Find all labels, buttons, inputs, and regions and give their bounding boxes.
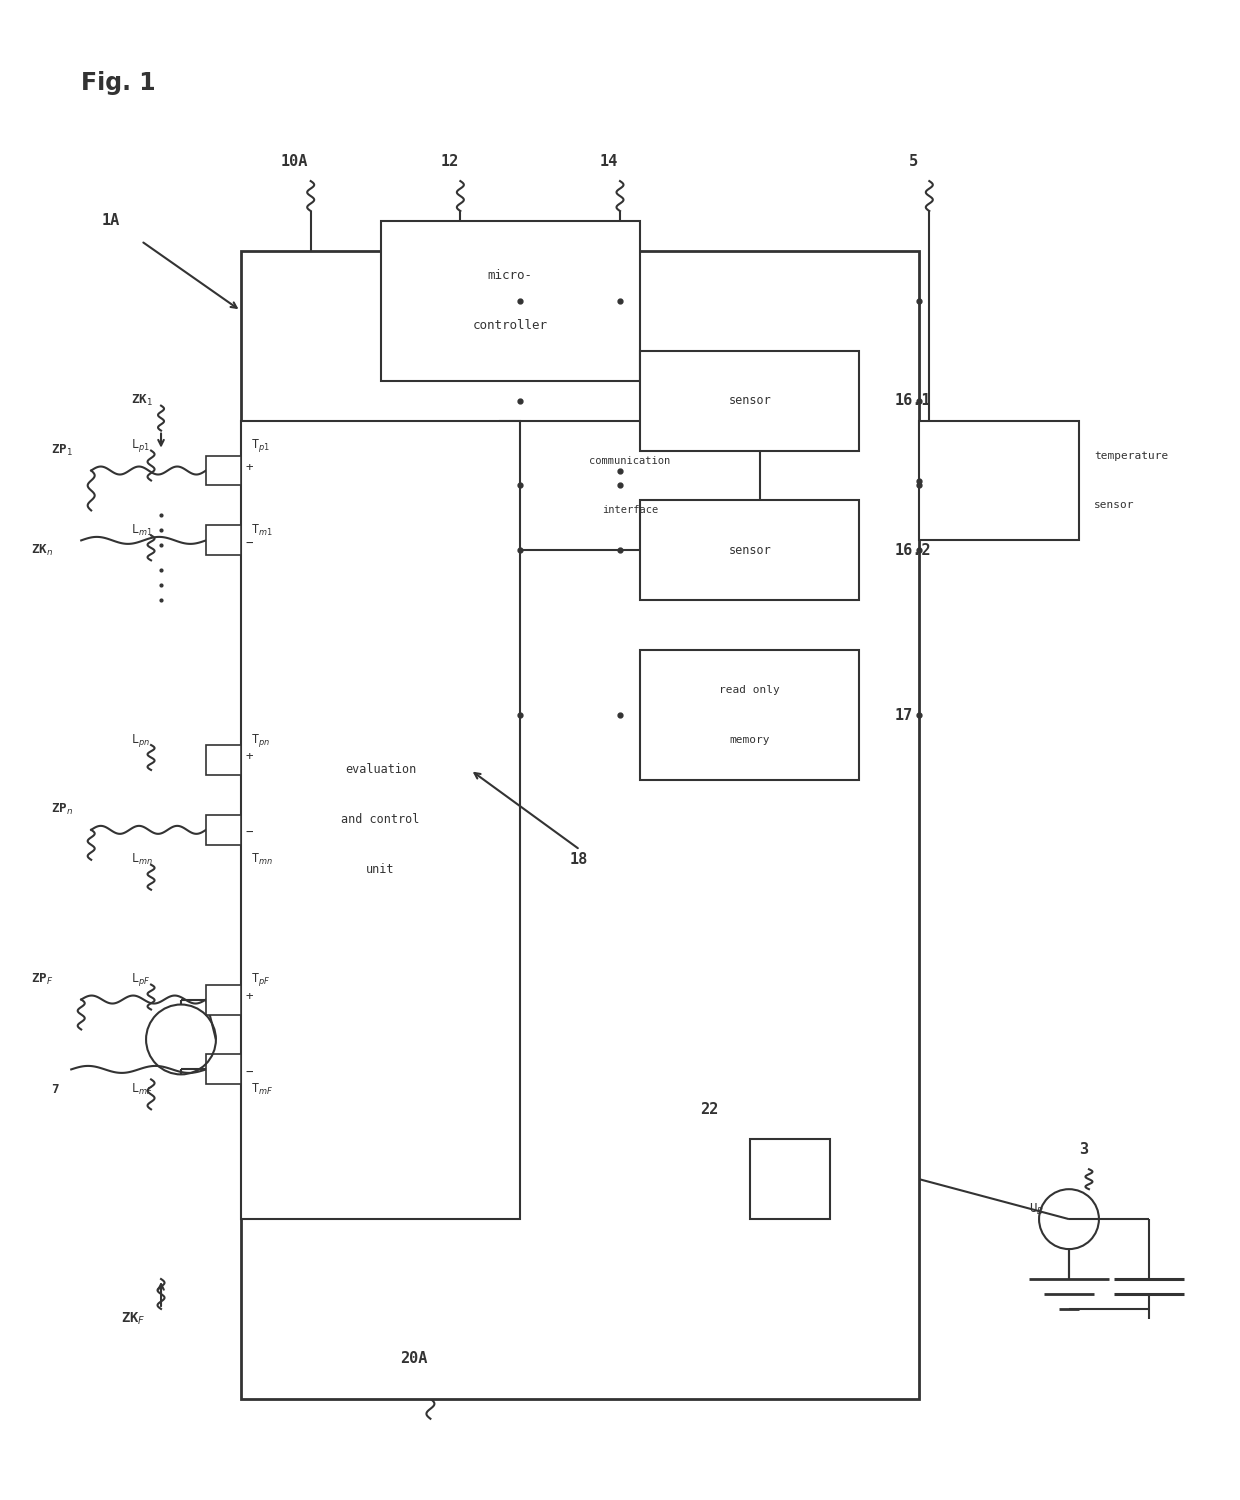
- Text: T$_{p1}$: T$_{p1}$: [250, 436, 270, 454]
- Text: 12: 12: [440, 153, 459, 168]
- Text: ZP$_n$: ZP$_n$: [51, 802, 73, 818]
- Text: L$_{pF}$: L$_{pF}$: [131, 970, 150, 988]
- Text: 17: 17: [894, 708, 913, 723]
- Text: 16.1: 16.1: [894, 393, 931, 408]
- Text: Fig. 1: Fig. 1: [81, 72, 156, 96]
- Text: L$_{pn}$: L$_{pn}$: [131, 732, 150, 748]
- Text: 20A: 20A: [401, 1352, 428, 1366]
- Text: −: −: [246, 537, 253, 550]
- Bar: [919, 420, 1079, 540]
- Text: 18: 18: [570, 852, 588, 867]
- Bar: [241, 251, 919, 1400]
- Bar: [640, 501, 859, 600]
- Bar: [206, 525, 241, 555]
- Bar: [206, 746, 241, 776]
- Text: ZK$_1$: ZK$_1$: [131, 393, 153, 408]
- Text: L$_{mn}$: L$_{mn}$: [131, 852, 153, 867]
- Text: temperature: temperature: [1094, 450, 1168, 460]
- Bar: [640, 650, 859, 780]
- Text: ZP$_F$: ZP$_F$: [31, 972, 53, 987]
- Text: memory: memory: [729, 735, 770, 746]
- Text: L$_{mF}$: L$_{mF}$: [131, 1082, 154, 1096]
- Text: −: −: [246, 1066, 253, 1078]
- Bar: [206, 815, 241, 844]
- Text: micro-: micro-: [487, 270, 533, 282]
- Bar: [381, 220, 640, 381]
- Text: ZP$_1$: ZP$_1$: [51, 442, 73, 458]
- Text: 10A: 10A: [280, 153, 308, 168]
- Text: −: −: [246, 827, 253, 840]
- Text: sensor: sensor: [1094, 501, 1135, 510]
- Text: interface: interface: [601, 506, 658, 516]
- Text: unit: unit: [366, 864, 394, 876]
- Text: controller: controller: [472, 320, 548, 333]
- Text: and control: and control: [341, 813, 419, 826]
- Text: 5: 5: [909, 153, 919, 168]
- Text: L$_{p1}$: L$_{p1}$: [131, 436, 150, 454]
- Text: 7: 7: [51, 1083, 58, 1096]
- Text: 1A: 1A: [102, 213, 119, 228]
- Text: read only: read only: [719, 686, 780, 694]
- Text: T$_{m1}$: T$_{m1}$: [250, 524, 273, 538]
- Bar: [500, 420, 760, 550]
- Text: +: +: [246, 460, 253, 474]
- Text: 16.2: 16.2: [894, 543, 931, 558]
- Bar: [750, 1140, 830, 1220]
- Text: +: +: [246, 750, 253, 764]
- Text: 3: 3: [1079, 1142, 1087, 1156]
- Text: ZK$_F$: ZK$_F$: [122, 1311, 145, 1328]
- Bar: [206, 1054, 241, 1084]
- Text: T$_{pn}$: T$_{pn}$: [250, 732, 270, 748]
- Text: evaluation: evaluation: [345, 764, 417, 777]
- Text: +: +: [246, 990, 253, 1004]
- Text: L$_{m1}$: L$_{m1}$: [131, 524, 153, 538]
- Text: ZK$_n$: ZK$_n$: [31, 543, 53, 558]
- Bar: [241, 420, 521, 1220]
- Text: 14: 14: [600, 153, 619, 168]
- Bar: [206, 456, 241, 486]
- Text: U$_B$: U$_B$: [1029, 1202, 1044, 1216]
- Text: 22: 22: [699, 1102, 718, 1118]
- Text: T$_{mF}$: T$_{mF}$: [250, 1082, 273, 1096]
- Text: communication: communication: [589, 456, 671, 465]
- Text: sensor: sensor: [728, 544, 771, 556]
- Text: sensor: sensor: [728, 394, 771, 406]
- Bar: [640, 351, 859, 450]
- Bar: [206, 984, 241, 1014]
- Text: T$_{mn}$: T$_{mn}$: [250, 852, 273, 867]
- Text: T$_{pF}$: T$_{pF}$: [250, 970, 270, 988]
